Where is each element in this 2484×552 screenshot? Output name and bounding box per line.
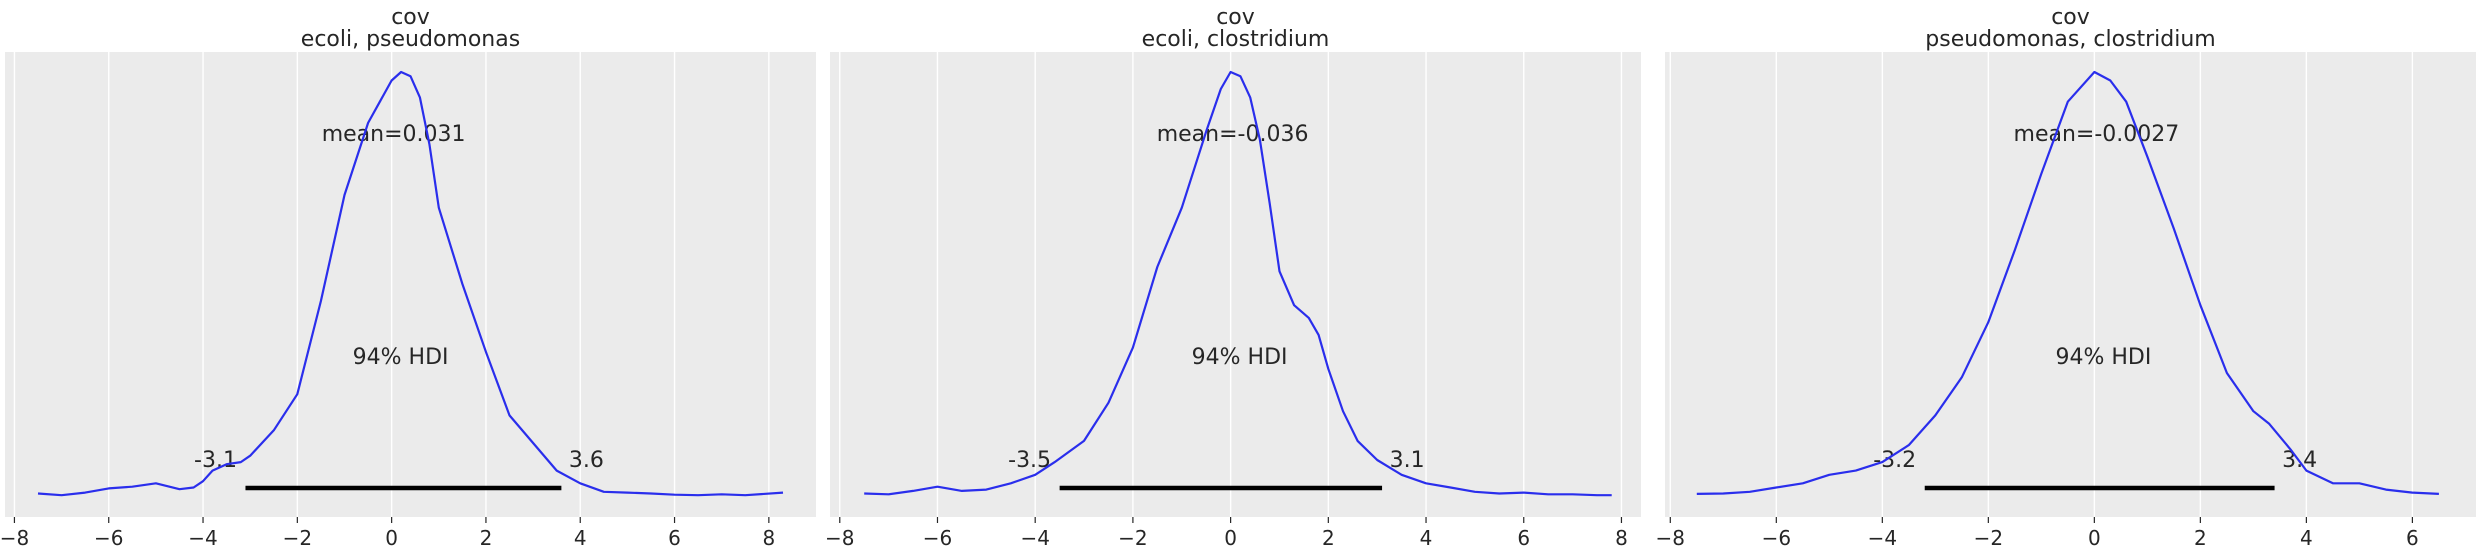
plot-background (830, 52, 1641, 517)
x-tick-label: 2 (480, 526, 493, 550)
x-tick-label: 6 (1517, 526, 1530, 550)
x-tick-label: −8 (0, 526, 29, 550)
hdi-annotation: 94% HDI (353, 345, 449, 370)
subplot-title-line1: cov (391, 5, 430, 30)
x-tick-label: −8 (1656, 526, 1685, 550)
hdi-low-label: -3.2 (1873, 448, 1916, 473)
x-tick-label: 6 (2406, 526, 2419, 550)
subplot-title-line2: ecoli, clostridium (1142, 27, 1330, 52)
subplot-title-line1: cov (1216, 5, 1255, 30)
hdi-high-label: 3.6 (569, 448, 604, 473)
subplot-pseudomonas-clostridium: cov pseudomonas, clostridium mean=-0.002… (1656, 5, 2476, 550)
mean-annotation: mean=-0.036 (1157, 122, 1309, 147)
kde-density-line (864, 70, 1612, 497)
x-tick-label: 4 (2300, 526, 2313, 550)
subplot-title-line2: ecoli, pseudomonas (301, 27, 520, 52)
x-tick-label: 8 (1615, 526, 1628, 550)
hdi-annotation: 94% HDI (1192, 345, 1288, 370)
x-tick-label: 2 (2194, 526, 2207, 550)
x-tick-label: 6 (668, 526, 681, 550)
x-tick-label: 0 (385, 526, 398, 550)
mean-annotation: mean=-0.0027 (2014, 122, 2180, 147)
mean-annotation: mean=0.031 (322, 122, 466, 147)
x-tick-label: −4 (1868, 526, 1897, 550)
x-tick-label: −2 (283, 526, 312, 550)
kde-density-line (37, 70, 784, 497)
hdi-high-label: 3.1 (1390, 448, 1425, 473)
x-tick-label: 0 (1224, 526, 1237, 550)
x-tick-label: −2 (1974, 526, 2003, 550)
x-tick-label: −2 (1118, 526, 1147, 550)
plot-background (5, 52, 816, 517)
x-tick-label: 0 (2088, 526, 2101, 550)
x-tick-label: 2 (1322, 526, 1335, 550)
x-tick-label: −8 (825, 526, 854, 550)
x-tick-label: −6 (94, 526, 123, 550)
subplot-title-line1: cov (2051, 5, 2090, 30)
subplot-ecoli-pseudomonas: cov ecoli, pseudomonas mean=0.031 94% HD… (0, 5, 816, 550)
x-tick-label: 4 (1420, 526, 1433, 550)
kde-density-line (1696, 70, 2439, 495)
hdi-annotation: 94% HDI (2055, 345, 2151, 370)
plot-background (1665, 52, 2476, 517)
subplot-title-line2: pseudomonas, clostridium (1925, 27, 2215, 52)
x-tick-label: −6 (1762, 526, 1791, 550)
x-tick-label: −6 (923, 526, 952, 550)
subplot-ecoli-clostridium: cov ecoli, clostridium mean=-0.036 94% H… (825, 5, 1641, 550)
x-tick-label: 8 (762, 526, 775, 550)
x-tick-label: −4 (188, 526, 217, 550)
x-tick-label: −4 (1020, 526, 1049, 550)
x-tick-label: 4 (574, 526, 587, 550)
